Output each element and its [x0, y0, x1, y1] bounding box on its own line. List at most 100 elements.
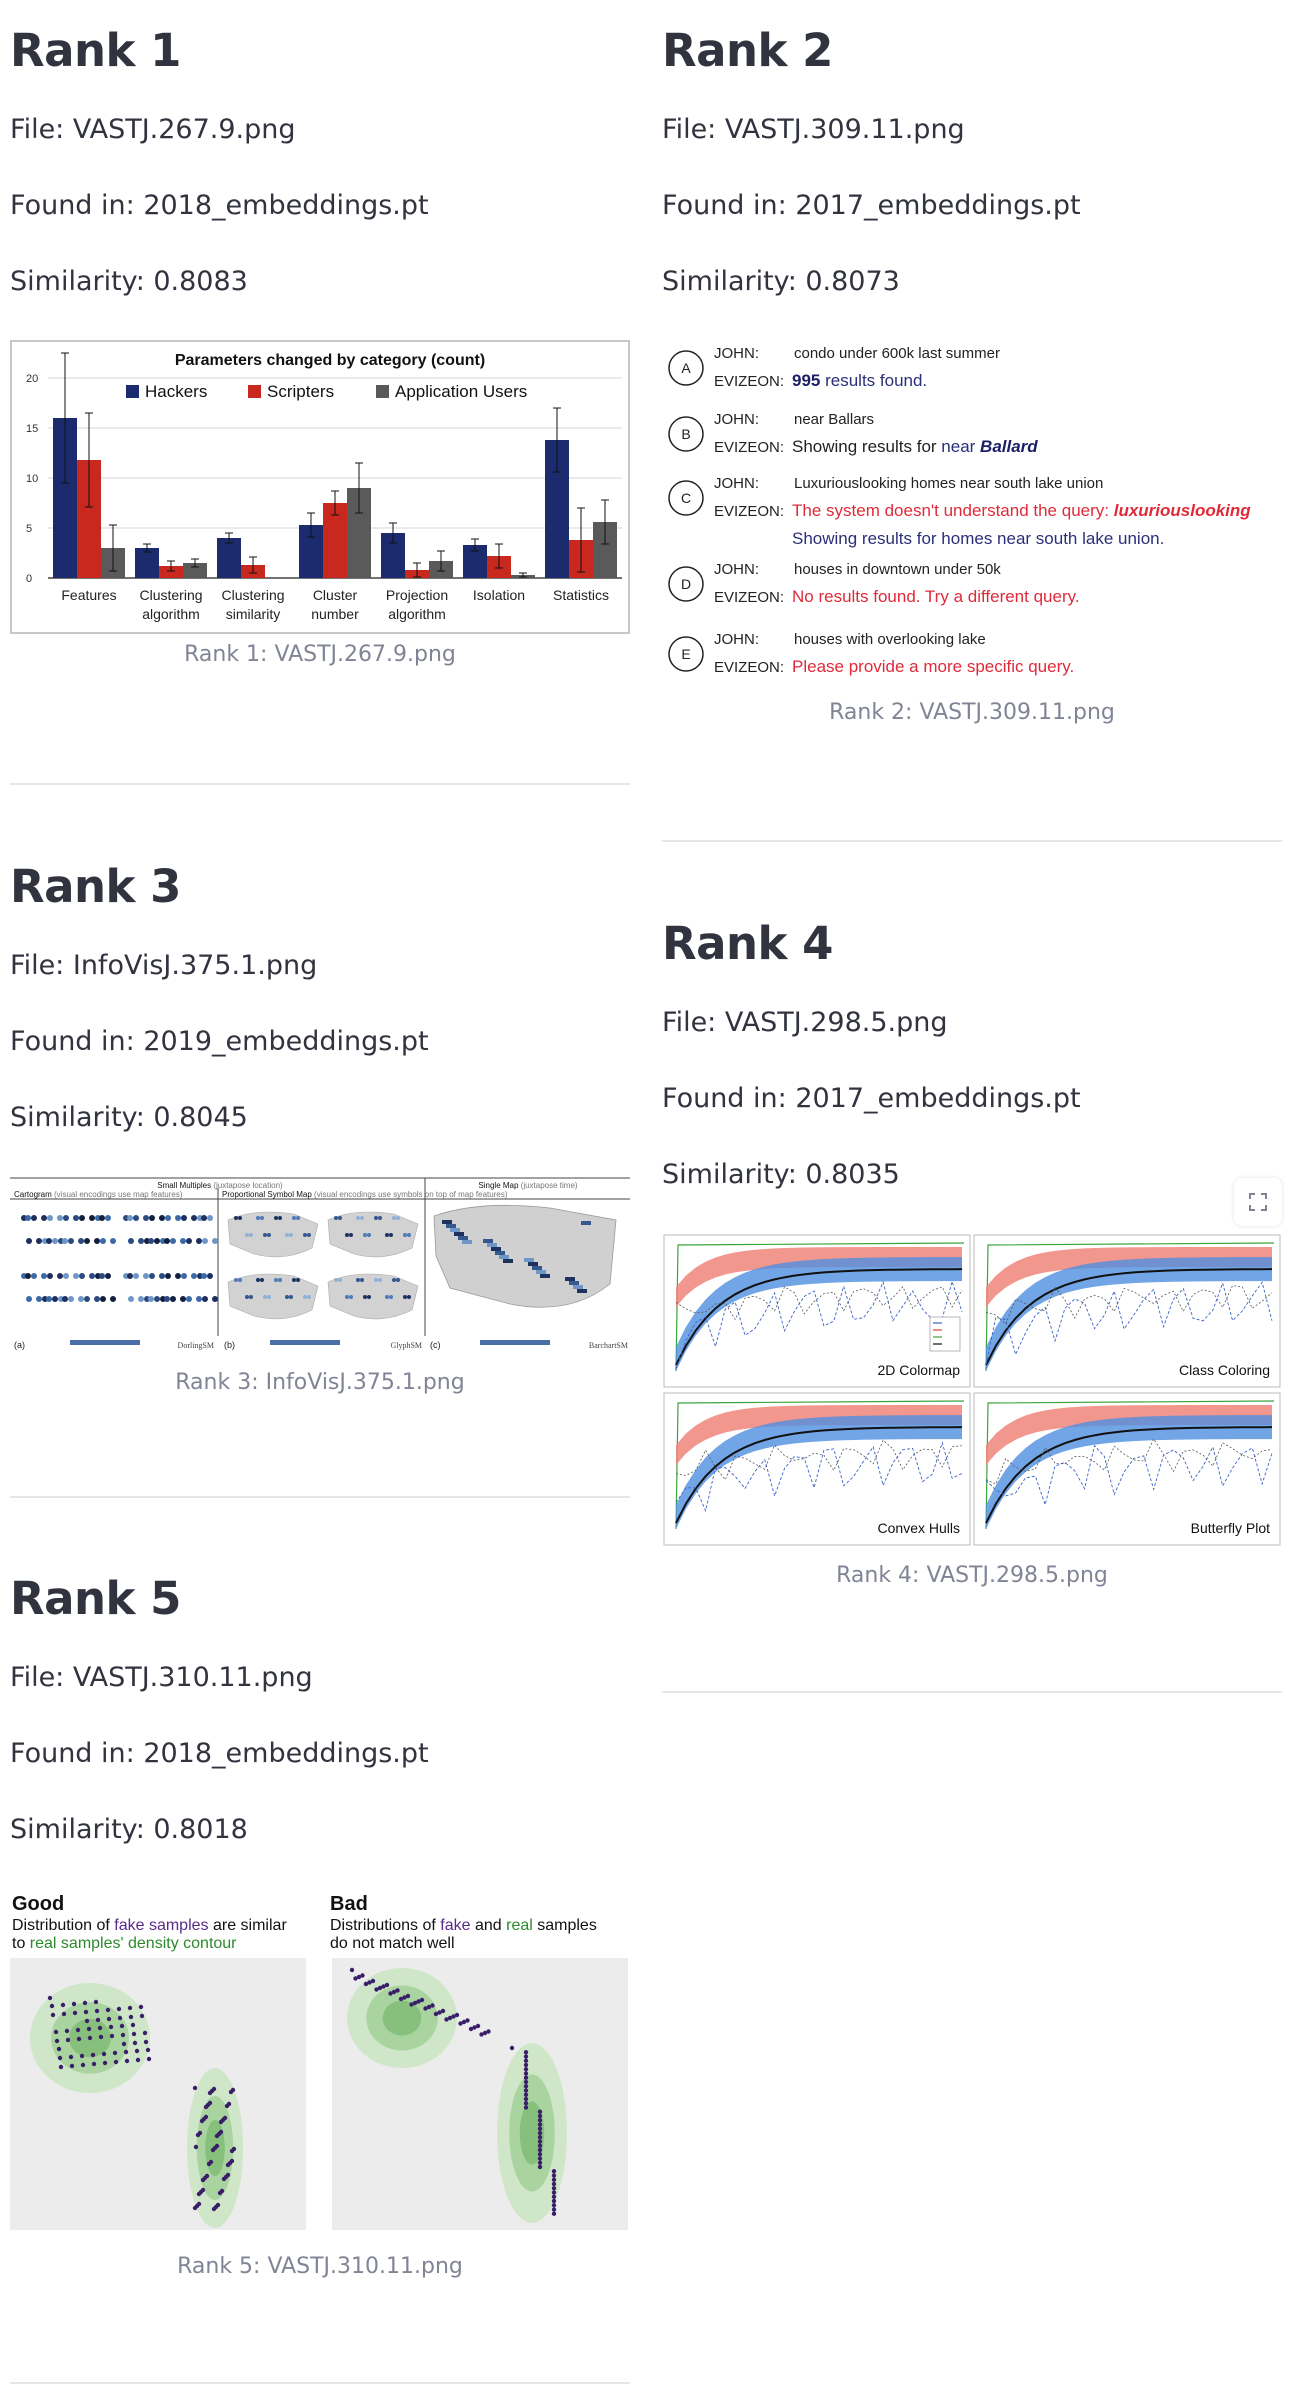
legend-entry: Hackers	[145, 382, 207, 401]
cartogram-circle	[159, 1273, 165, 1279]
cartogram-circle	[25, 1215, 31, 1221]
symbol-glyph	[407, 1233, 411, 1237]
cartogram-circle	[128, 1296, 134, 1302]
sample-point	[523, 2084, 529, 2089]
sample-point	[537, 2118, 543, 2123]
cartogram-circle	[149, 1215, 155, 1221]
result-image-rank-2[interactable]: A JOHN: condo under 600k last summer EVIZEO…	[662, 330, 1282, 700]
sample-point	[112, 2050, 118, 2056]
sample-point	[72, 2010, 78, 2016]
symbol-glyph	[396, 1278, 400, 1282]
sample-point	[117, 2015, 123, 2021]
speaker-evizeon: EVIZEON:	[714, 589, 784, 606]
symbol-glyph	[349, 1295, 353, 1299]
bad-description-line2: do not match well	[330, 1935, 455, 1952]
system-response: 995 results found.	[792, 371, 927, 390]
cartogram-circle	[99, 1273, 105, 1279]
sample-point	[127, 2005, 133, 2011]
cartogram-circle	[170, 1238, 176, 1244]
sample-point	[60, 2002, 66, 2008]
series-line	[675, 1400, 965, 1530]
sample-point	[537, 2143, 543, 2148]
sample-point	[91, 2061, 97, 2067]
sample-point	[56, 2046, 62, 2052]
cartogram-circle	[181, 1215, 187, 1221]
series-line	[675, 1279, 963, 1370]
symbol-glyph	[360, 1216, 364, 1220]
cartogram-circle	[78, 1238, 84, 1244]
user-query: near Ballars	[794, 411, 874, 428]
symbol-glyph	[245, 1233, 249, 1237]
badge-letter: D	[681, 576, 691, 592]
sample-point	[353, 1976, 358, 1981]
cartogram-circle	[165, 1273, 171, 1279]
sample-point	[145, 2047, 151, 2053]
symbol-glyph	[249, 1233, 253, 1237]
expand-icon	[1249, 1193, 1267, 1211]
sample-point	[551, 2207, 557, 2212]
symbol-glyph	[278, 1216, 282, 1220]
sample-point	[551, 2198, 557, 2204]
line-panels-figure: 2D Colormap Class Coloring Convex Hulls But…	[663, 1234, 1281, 1546]
series-line	[985, 1444, 1273, 1507]
cartogram-circle	[46, 1296, 52, 1302]
panel-label-b: (b)	[224, 1340, 235, 1350]
line-panel: Convex Hulls	[663, 1392, 971, 1546]
symbol-glyph	[296, 1216, 300, 1220]
symbol-glyph	[356, 1216, 360, 1220]
sample-point	[482, 2030, 488, 2036]
sample-point	[423, 2006, 428, 2011]
sample-point	[224, 2103, 230, 2109]
sample-point	[409, 2002, 414, 2007]
sample-point	[211, 2206, 217, 2212]
sample-point	[61, 2011, 67, 2017]
sample-point	[86, 2026, 92, 2032]
sample-point	[102, 2060, 108, 2066]
sample-point	[349, 1967, 355, 1973]
sample-point	[218, 2119, 224, 2125]
result-image-rank-3[interactable]: Small Multiples (juxtapose location) Sing…	[10, 1176, 630, 1352]
sample-point	[57, 2055, 63, 2061]
sample-point	[523, 2092, 529, 2097]
barchart-glyph	[442, 1220, 452, 1224]
barchart-glyph	[458, 1236, 468, 1240]
cartogram-circle	[47, 1273, 53, 1279]
speaker-john: JOHN:	[714, 345, 759, 362]
cartogram-circle	[52, 1296, 58, 1302]
series-line	[985, 1400, 1275, 1530]
cartogram-circle	[175, 1215, 181, 1221]
us-map-shape	[227, 1273, 319, 1320]
symbol-glyph	[389, 1295, 393, 1299]
figure-frame	[10, 340, 630, 634]
symbol-glyph	[256, 1278, 260, 1282]
result-image-rank-1[interactable]: Parameters changed by category (count) Ha…	[10, 340, 630, 634]
sample-point	[80, 2062, 86, 2068]
rank-title: Rank 3	[10, 860, 181, 913]
symbol-glyph	[334, 1278, 338, 1282]
panel-name-c: BarchartSM	[589, 1341, 628, 1350]
speaker-evizeon: EVIZEON:	[714, 373, 784, 390]
fullscreen-button[interactable]	[1234, 1178, 1282, 1226]
bad-description-line1: Distributions of fake and real samples	[330, 1917, 597, 1934]
cartogram-circle	[133, 1273, 139, 1279]
cartogram-circle	[154, 1296, 160, 1302]
cartogram-circle	[84, 1296, 90, 1302]
result-image-rank-4[interactable]: 2D Colormap Class Coloring Convex Hulls But…	[662, 1233, 1282, 1547]
sample-point	[388, 1991, 393, 1996]
barchart-glyph	[487, 1243, 497, 1247]
result-image-rank-5[interactable]: Good Bad Distribution of fake samples are …	[10, 1888, 630, 2230]
cartogram-circle	[105, 1273, 111, 1279]
sample-point	[398, 1996, 404, 2002]
symbol-glyph	[292, 1216, 296, 1220]
cartogram-circle	[52, 1238, 58, 1244]
x-tick-label: number	[311, 606, 359, 622]
legend-swatch	[376, 385, 389, 398]
cartogram-circle	[63, 1215, 69, 1221]
single-map-label: Single Map (juxtapose time)	[478, 1181, 577, 1190]
sample-point	[454, 2012, 460, 2018]
series-line	[675, 1426, 963, 1524]
system-response: Please provide a more specific query.	[792, 657, 1074, 676]
cartogram-circle	[186, 1238, 192, 1244]
series-band	[986, 1257, 1272, 1371]
sample-point	[109, 2033, 115, 2039]
